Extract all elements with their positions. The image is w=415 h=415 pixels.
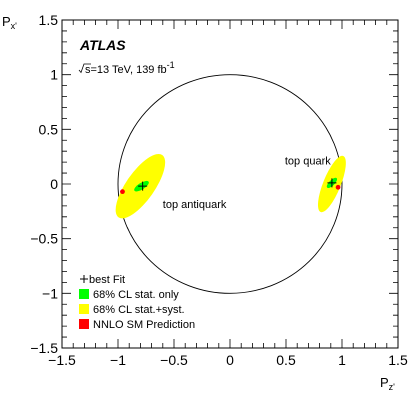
top-antiquark-label: top antiquark [163,199,227,211]
legend-marker-box [79,319,89,329]
unit-circle [117,74,343,294]
top-antiquark-best-fit [138,181,148,191]
x-tick-label: −1.5 [48,352,76,368]
y-tick-label: −1.5 [30,340,58,356]
plot-area: top antiquark top quark −1.5 −1 −0.5 0 0.5 1 1.5… [30,12,408,368]
x-tick-label: 0.5 [276,352,296,368]
legend: best Fit 68% CL stat. only 68% CL stat.+sy… [79,274,195,331]
top-quark-best-fit [327,178,337,188]
x-tick-label: 1.5 [388,352,408,368]
y-tick-label: 0.5 [39,121,59,137]
legend-marker-best-fit [80,275,88,283]
x-axis-title: Pz' [380,375,395,392]
x-tick-label: −1 [110,352,126,368]
y-tick-label: 1 [50,67,58,83]
x-tick-label: −0.5 [160,352,188,368]
top-quark-sm-prediction [335,184,341,190]
y-axis-title: Px' [2,14,17,31]
axis-ticks [61,19,399,349]
y-tick-label: 1.5 [39,12,59,28]
legend-entry-label: 68% CL stat.+syst. [93,304,185,316]
x-tick-label: 1 [338,352,346,368]
legend-entry-label: best Fit [89,274,125,286]
y-tick-label: 0 [50,176,58,192]
svg-text:s=13 TeV, 139 fb-1: s=13 TeV, 139 fb-1 [85,60,175,76]
legend-marker-box [79,289,89,299]
experiment-label: ATLAS [79,37,126,53]
legend-marker-box [79,304,89,314]
energy-label: s=13 TeV, 139 fb-1 [78,60,175,76]
top-quark-label: top quark [285,155,331,167]
sqrt-symbol [78,63,91,74]
legend-entry-label: 68% CL stat. only [93,289,179,301]
x-tick-label: 0 [226,352,234,368]
y-tick-label: −0.5 [30,231,58,247]
legend-entry-label: NNLO SM Prediction [93,319,195,331]
top-antiquark-sm-prediction [120,189,125,195]
y-tick-label: −1 [42,285,58,301]
